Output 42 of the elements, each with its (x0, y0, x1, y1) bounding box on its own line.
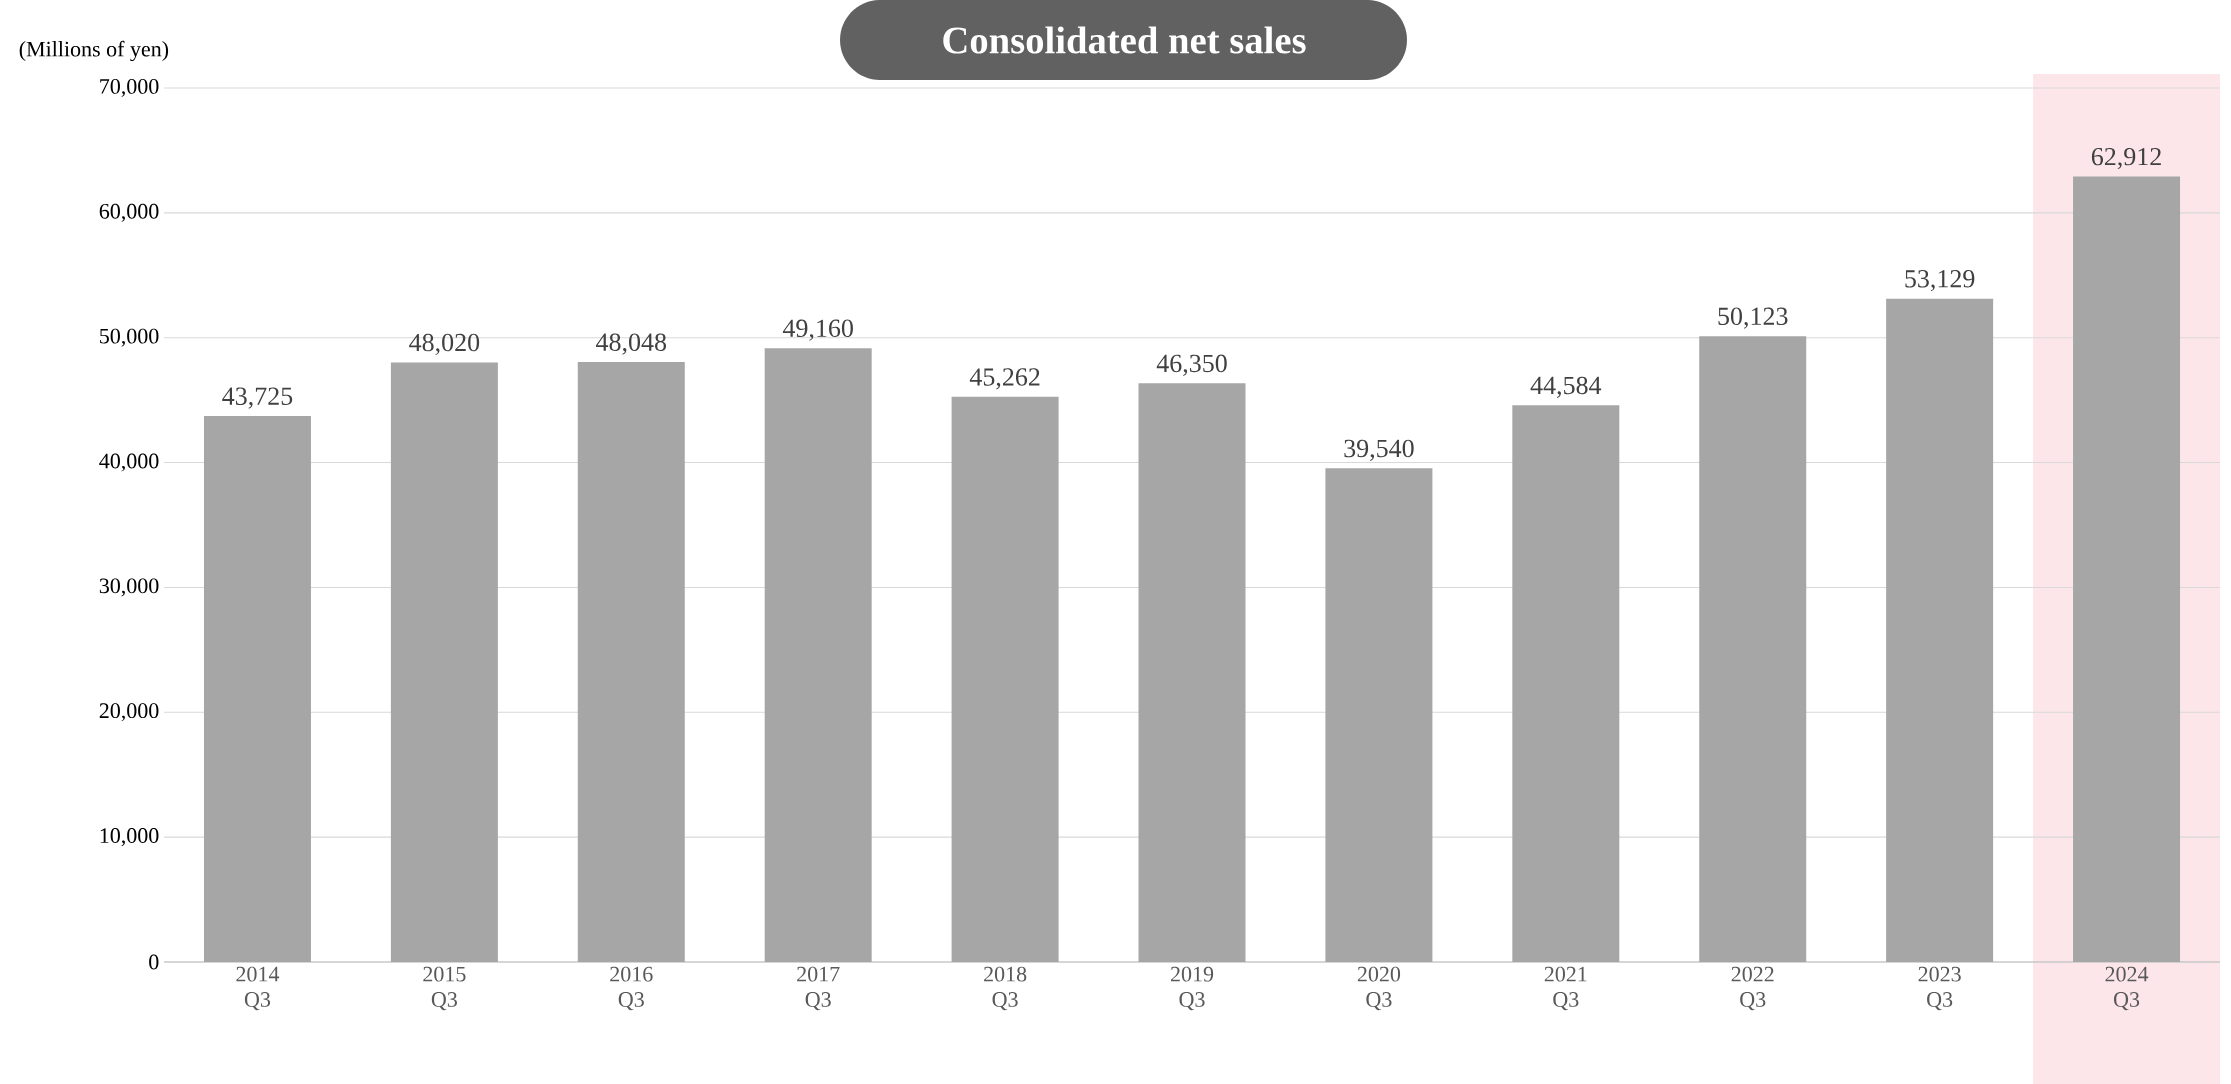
chart-title: Consolidated net sales (943, 26, 1306, 54)
x-tick-label: 2022 Q3 (1731, 966, 1774, 1011)
y-tick-label: 0 (149, 954, 159, 970)
data-label: 45,262 (969, 368, 1040, 390)
x-tick-label: 2015 Q3 (423, 966, 466, 1011)
y-axis-title: (Millions of yen) (19, 40, 169, 62)
y-tick-label: 40,000 (99, 453, 159, 472)
x-tick-label: 2020 Q3 (1357, 966, 1401, 1011)
bar (951, 396, 1059, 962)
y-tick-label: 50,000 (100, 328, 159, 347)
y-tick-label: 10,000 (100, 828, 159, 847)
x-tick-label: 2023 Q3 (1918, 966, 1961, 1011)
data-label: 43,725 (222, 387, 293, 409)
y-tick-label: 20,000 (99, 703, 159, 722)
data-label: 48,020 (409, 333, 480, 356)
data-label: 49,160 (782, 319, 853, 341)
x-tick-label: 2017 Q3 (797, 966, 840, 1011)
y-tick-label: 60,000 (99, 203, 159, 222)
x-tick-label: 2024 Q3 (2105, 966, 2149, 1011)
bar (203, 416, 311, 962)
bar (1512, 405, 1620, 962)
bar (1138, 383, 1246, 962)
y-tick-label: 30,000 (99, 578, 159, 597)
bar (390, 362, 498, 962)
x-tick-label: 2019 Q3 (1170, 966, 1214, 1011)
data-label: 53,129 (1905, 270, 1975, 292)
x-tick-label: 2021 Q3 (1544, 966, 1587, 1011)
bar (1325, 468, 1433, 962)
data-label: 48,048 (596, 333, 667, 355)
data-label: 44,584 (1530, 376, 1602, 398)
data-label: 62,912 (2091, 147, 2161, 170)
y-tick-label: 70,000 (100, 78, 159, 97)
data-label: 39,540 (1344, 439, 1414, 461)
bar (577, 362, 685, 962)
x-tick-label: 2014 Q3 (236, 966, 280, 1011)
bar (764, 348, 872, 962)
x-tick-label: 2016 Q3 (610, 966, 653, 1011)
bar (1699, 336, 1807, 962)
data-label: 50,123 (1718, 307, 1788, 329)
bar (1886, 298, 1994, 962)
data-label: 46,350 (1156, 354, 1227, 376)
x-tick-label: 2018 Q3 (984, 966, 1027, 1011)
